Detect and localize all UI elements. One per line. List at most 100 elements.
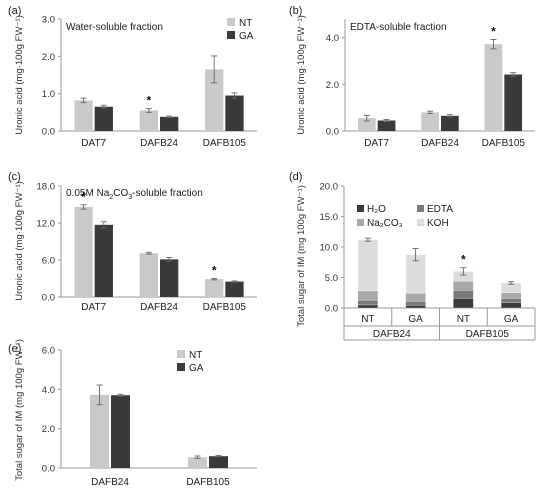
bar-NT: [74, 206, 93, 297]
y-tick-label: 10.0: [320, 243, 339, 254]
bar-GA: [209, 456, 228, 468]
panel-label: (c): [8, 171, 21, 183]
bar-NT: [421, 112, 439, 131]
y-tick-label: 20.0: [320, 182, 339, 193]
significance-star: *: [147, 94, 152, 108]
legend-label: H₂O: [367, 204, 386, 215]
y-tick-label: 18.0: [37, 182, 56, 193]
y-tick-label: 2.0: [42, 52, 55, 63]
subtitle-part: 2: [109, 194, 113, 201]
x-tick-label: GA: [504, 314, 519, 325]
x-tick-label: DAT7: [364, 138, 389, 149]
legend-label: NT: [189, 350, 202, 361]
bar-H2O: [453, 298, 474, 309]
panel-label: (a): [8, 5, 21, 17]
subtitle-part: 3: [128, 194, 132, 201]
legend-swatch: [357, 219, 364, 226]
y-tick-label: 0.0: [42, 293, 55, 304]
y-axis-label: Uronic acid (mg·100g FW⁻¹): [14, 181, 25, 301]
legend-swatch: [177, 363, 185, 371]
bar-NT: [205, 279, 224, 297]
bar-GA: [160, 116, 179, 131]
bar-GA: [225, 281, 244, 297]
x-tick-label: DAFB24: [140, 138, 178, 149]
y-tick-label: 6.0: [42, 256, 55, 267]
panel-e: (e) 0.0 2.0 4.0 6.0 Total sugar of IM (mg 100…: [8, 339, 257, 488]
legend: NT GA: [227, 18, 254, 42]
bar-GA: [111, 395, 130, 468]
subtitle-part: CO: [113, 188, 128, 199]
y-tick-label: 5.0: [325, 273, 338, 284]
x-tick-label: NT: [457, 314, 470, 325]
panel-label: (b): [289, 5, 302, 17]
bar-EDTA: [357, 299, 379, 306]
bar-NT: [205, 69, 224, 131]
y-tick-label: 1.0: [42, 89, 55, 100]
panel-subtitle: Water-soluble fraction: [66, 22, 163, 33]
bar-NT: [139, 110, 158, 131]
bar-EDTA: [500, 298, 522, 303]
y-tick-label: 4.0: [42, 385, 55, 396]
y-tick-label: 6.0: [42, 346, 55, 357]
bar-NT: [90, 394, 109, 468]
bar-H2O: [357, 304, 379, 309]
y-tick-label: 15.0: [320, 212, 339, 223]
legend-swatch: [417, 219, 424, 226]
legend-label: KOH: [427, 218, 449, 229]
y-tick-label: 0.0: [326, 127, 339, 138]
legend-swatch: [357, 205, 364, 212]
bar-NT: [188, 457, 207, 468]
legend-label: EDTA: [427, 204, 453, 215]
y-tick-label: 3.0: [42, 15, 55, 26]
bar-Na2CO3: [453, 281, 474, 291]
legend: NT GA: [177, 350, 204, 374]
subtitle-part: -soluble fraction: [132, 188, 203, 199]
x-tick-label: DAFB105: [203, 138, 247, 149]
bar-NT: [484, 44, 503, 132]
bar-NT: [357, 118, 376, 131]
legend-swatch: [227, 31, 235, 39]
bar-GA: [225, 95, 244, 131]
x-tick-label: DAT7: [81, 138, 106, 149]
significance-star: *: [212, 263, 217, 277]
y-tick-label: 0.0: [325, 304, 338, 315]
x-tick-label: DAFB105: [203, 302, 247, 313]
legend-swatch: [417, 205, 424, 212]
subtitle-part: 0.05M Na: [66, 188, 110, 199]
x-tick-label: NT: [361, 314, 374, 325]
bar-H2O: [500, 302, 522, 309]
bar-KOH: [357, 239, 379, 292]
y-tick-label: 0.0: [42, 464, 55, 475]
panel-c: (c) 0.0 6.0 12.0 18.0 Uronic acid (mg·100g FW…: [8, 171, 257, 313]
legend-label: GA: [239, 31, 254, 42]
significance-star: *: [491, 25, 496, 39]
panel-a: (a) 0.0 1.0 2.0 3.0 Uronic acid (mg·100g FW⁻¹…: [8, 5, 257, 149]
bar-Na2CO3: [357, 290, 379, 301]
panel-d: (d) 0.0 5.0 10.0 15.0 20.0 Total sugar of IM (…: [289, 171, 536, 341]
legend-label: NT: [239, 18, 252, 29]
bar-GA: [94, 224, 113, 297]
x-tick-label: DAFB24: [140, 302, 178, 313]
legend-label: GA: [189, 363, 204, 374]
panel-label: (e): [8, 343, 21, 355]
panel-subtitle: EDTA-soluble fraction: [350, 22, 447, 33]
group-label: DAFB24: [373, 329, 411, 340]
x-tick-label: DAFB105: [482, 138, 526, 149]
significance-star: *: [461, 253, 466, 267]
bar-GA: [504, 74, 523, 131]
panel-label: (d): [289, 171, 302, 183]
bar-Na2CO3: [500, 292, 522, 299]
bar-EDTA: [405, 301, 426, 306]
bar-GA: [377, 120, 396, 131]
x-tick-label: DAFB105: [186, 477, 230, 488]
significance-star: *: [81, 190, 86, 204]
legend-label: Na₂CO₃: [367, 218, 403, 229]
y-tick-label: 2.0: [326, 80, 339, 91]
bar-GA: [441, 115, 459, 131]
bar-GA: [160, 259, 179, 297]
legend-swatch: [227, 18, 235, 26]
group-label: DAFB105: [466, 329, 510, 340]
panel-b: (b) 0.0 2.0 4.0 Uronic acid (mg·100g FW⁻¹) ED…: [289, 5, 535, 149]
bar-NT: [139, 253, 158, 297]
x-tick-label: DAT7: [81, 302, 106, 313]
